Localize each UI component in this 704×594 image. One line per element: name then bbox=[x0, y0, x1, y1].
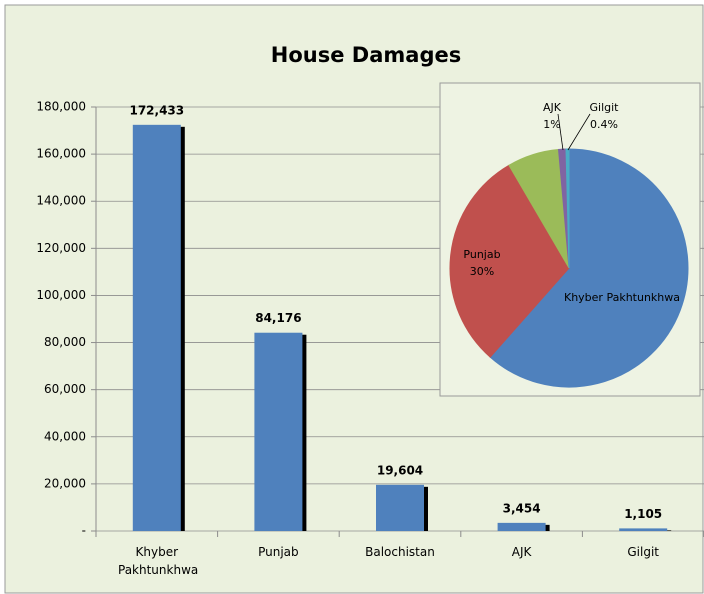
data-label: 19,604 bbox=[377, 463, 423, 477]
data-label: 3,454 bbox=[503, 501, 541, 515]
y-tick-label: 120,000 bbox=[36, 241, 86, 255]
data-label: 1,105 bbox=[624, 507, 662, 521]
y-tick-label: 100,000 bbox=[36, 288, 86, 302]
pie-label: Punjab bbox=[463, 248, 500, 261]
pie-label: AJK bbox=[543, 101, 562, 114]
pie-slice bbox=[449, 164, 570, 358]
pie-slice bbox=[489, 148, 689, 388]
data-label: 172,433 bbox=[129, 103, 184, 117]
x-tick-label-box: Gilgit bbox=[627, 545, 659, 559]
y-tick-label: 60,000 bbox=[44, 382, 86, 396]
y-tick-label: 20,000 bbox=[44, 476, 86, 490]
x-tick-label-box: Khyber Pakhtunkhwa bbox=[118, 545, 199, 577]
y-tick-label: 80,000 bbox=[44, 335, 86, 349]
y-tick-label: 160,000 bbox=[36, 147, 86, 161]
y-tick-label: 40,000 bbox=[44, 429, 86, 443]
x-tick-label: Balochistan bbox=[365, 545, 435, 559]
y-tick-label: - bbox=[82, 524, 86, 538]
pie-value-label: 1% bbox=[543, 118, 560, 131]
bar bbox=[132, 124, 181, 531]
x-tick-label: Punjab bbox=[258, 545, 299, 559]
y-tick-label: 180,000 bbox=[36, 100, 86, 114]
bar bbox=[497, 522, 546, 531]
x-tick-label: Khyber Pakhtunkhwa bbox=[118, 545, 199, 577]
pie-label: Gilgit bbox=[590, 101, 620, 114]
bar bbox=[619, 528, 668, 531]
pie-label: Khyber Pakhtunkhwa bbox=[564, 291, 680, 304]
pie-value-label: 0.4% bbox=[590, 118, 618, 131]
y-tick-label: 140,000 bbox=[36, 194, 86, 208]
leader-line bbox=[567, 113, 591, 151]
bar bbox=[376, 484, 424, 531]
x-tick-label: AJK bbox=[511, 545, 532, 559]
x-tick-label-box: AJK bbox=[511, 545, 532, 559]
chart-title: House Damages bbox=[271, 43, 461, 67]
data-label: 84,176 bbox=[255, 311, 301, 325]
x-tick-label-box: Balochistan bbox=[365, 545, 435, 559]
x-tick-label-box: Punjab bbox=[258, 545, 299, 559]
bar bbox=[254, 332, 303, 531]
leader-line bbox=[557, 113, 564, 151]
x-tick-label: Gilgit bbox=[627, 545, 659, 559]
pie-value-label: 30% bbox=[470, 265, 494, 278]
